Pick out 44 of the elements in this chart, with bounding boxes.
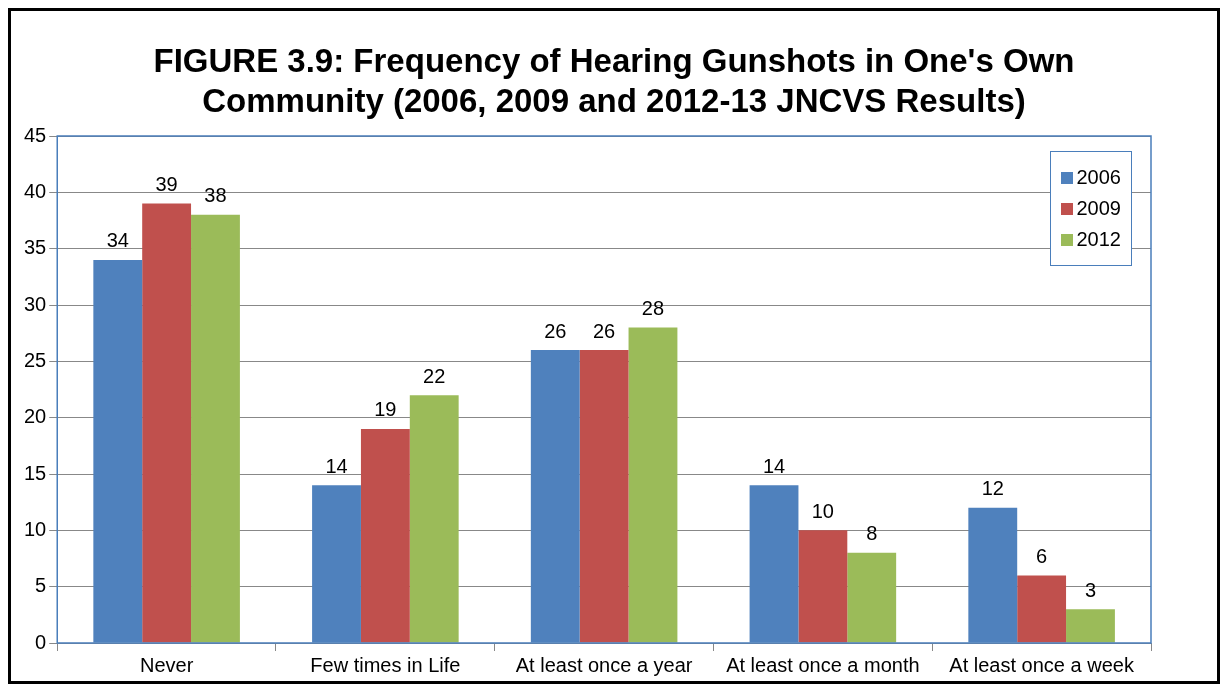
legend-label: 2009 <box>1076 197 1121 220</box>
bar <box>142 203 192 643</box>
x-tick-label: At least once a month <box>726 653 920 676</box>
y-tick-label: 40 <box>24 179 47 202</box>
bar <box>191 214 240 643</box>
data-label: 6 <box>1036 544 1048 567</box>
legend-label: 2006 <box>1076 166 1121 189</box>
data-label: 39 <box>155 173 178 196</box>
y-tick-label: 30 <box>24 292 47 315</box>
data-label: 19 <box>374 398 397 421</box>
x-tick-label: Never <box>139 653 194 676</box>
data-label: 22 <box>423 364 446 387</box>
x-tick-label: Few times in Life <box>310 653 461 676</box>
bar <box>847 552 897 643</box>
data-label: 3 <box>1084 578 1097 601</box>
legend-label: 2012 <box>1076 228 1121 251</box>
data-label: 14 <box>762 454 786 477</box>
x-tick-label: At least once a year <box>515 653 693 676</box>
y-tick-label: 0 <box>35 630 47 653</box>
bar <box>1066 609 1115 643</box>
chart-title: FIGURE 3.9: Frequency of Hearing Gunshots in One's Own Community (2006, 2009 and 2012-13 JNCVS Results) <box>152 41 1076 121</box>
data-label: 14 <box>325 454 348 477</box>
data-label: 10 <box>811 499 834 522</box>
y-tick-label: 45 <box>24 123 47 146</box>
bar <box>1017 575 1067 643</box>
bar <box>409 395 459 643</box>
data-label: 8 <box>866 522 878 545</box>
y-tick-label: 35 <box>24 236 47 259</box>
bar <box>798 530 848 643</box>
y-tick-label: 15 <box>24 461 47 484</box>
data-label: 12 <box>981 477 1004 500</box>
bar <box>360 428 410 643</box>
data-label: 26 <box>593 319 616 342</box>
y-tick-label: 10 <box>24 517 47 540</box>
bar <box>579 350 629 643</box>
data-label: 38 <box>204 184 227 207</box>
y-tick-label: 5 <box>35 574 47 597</box>
bar <box>628 327 678 643</box>
y-tick-label: 20 <box>24 405 47 428</box>
data-label: 34 <box>106 229 129 252</box>
data-label: 26 <box>544 319 567 342</box>
x-tick-label: At least once a week <box>949 653 1135 676</box>
data-label: 28 <box>641 297 665 320</box>
y-tick-label: 25 <box>24 348 47 371</box>
